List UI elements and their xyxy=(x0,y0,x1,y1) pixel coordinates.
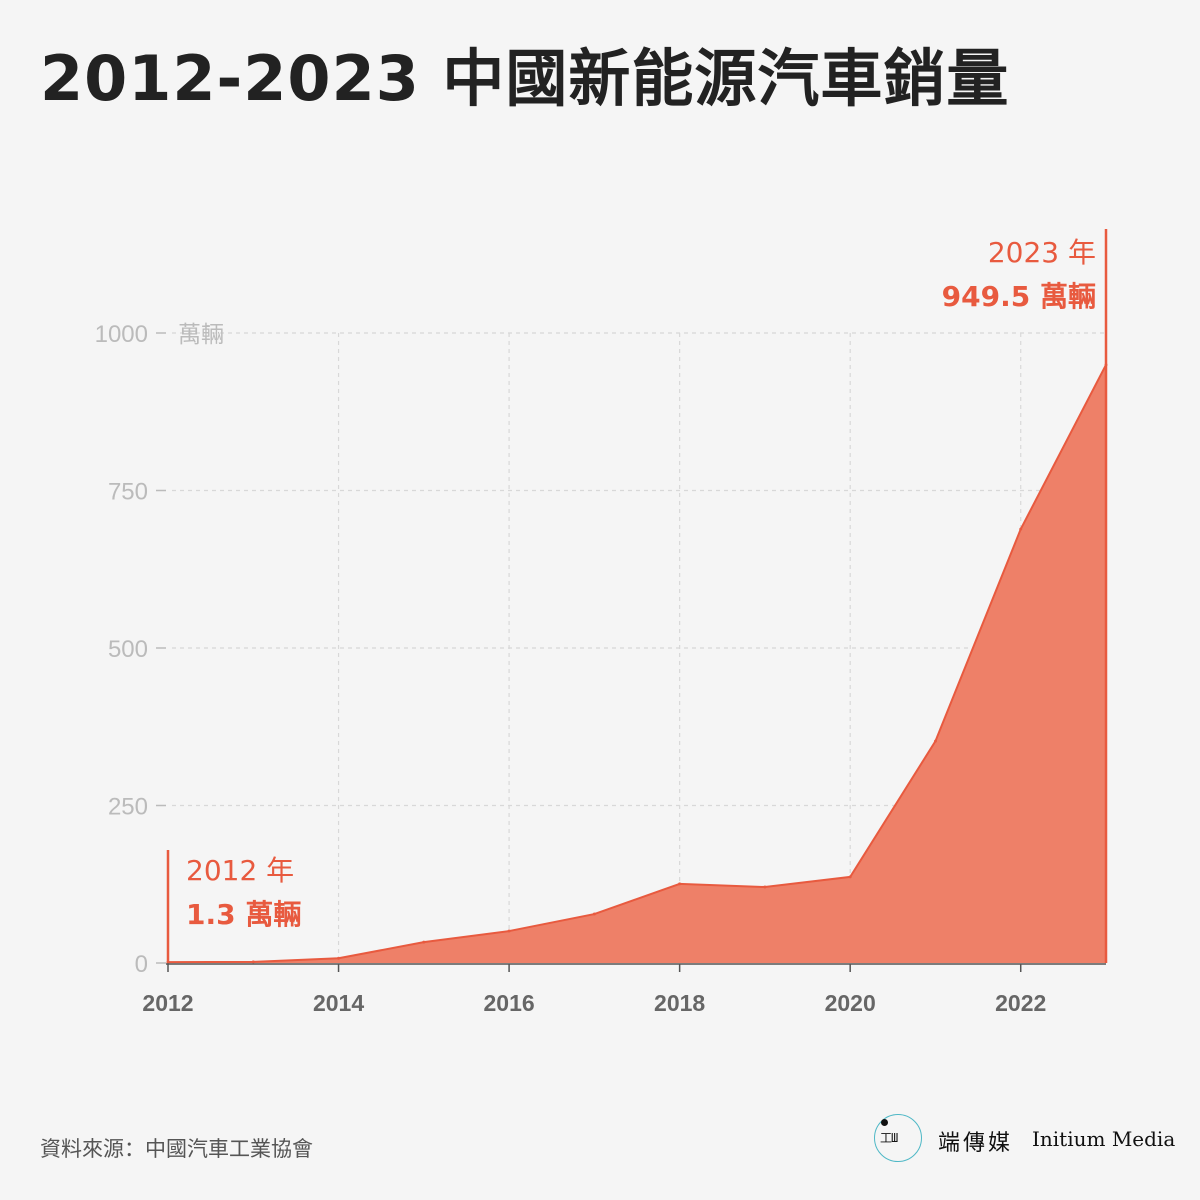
x-tick-label: 2022 xyxy=(995,990,1046,1016)
x-tick-label: 2016 xyxy=(484,990,535,1016)
data-point xyxy=(1019,527,1023,531)
x-tick-label: 2014 xyxy=(313,990,364,1016)
data-point xyxy=(933,739,937,743)
data-point xyxy=(592,912,596,916)
x-tick-label: 2018 xyxy=(654,990,705,1016)
initium-logo-icon: 工Ш xyxy=(874,1114,922,1162)
annotation-year-start: 2012 年 xyxy=(186,854,294,887)
y-tick-label: 0 xyxy=(135,951,148,978)
data-point xyxy=(507,929,511,933)
source-note: 資料來源：中國汽車工業協會 xyxy=(40,1137,313,1161)
area-line xyxy=(167,364,1107,964)
y-tick-label: 750 xyxy=(108,479,148,506)
brand: 工Ш 端傳媒 Initium Media xyxy=(874,1114,1176,1166)
brand-name-cn: 端傳媒 xyxy=(938,1131,1014,1156)
annotation-value-end: 949.5 萬輛 xyxy=(942,280,1096,313)
y-tick-label: 500 xyxy=(108,636,148,663)
data-point xyxy=(763,885,767,889)
annotation-value-start: 1.3 萬輛 xyxy=(186,898,301,931)
data-point xyxy=(848,875,852,879)
x-tick-label: 2012 xyxy=(142,990,193,1016)
data-point xyxy=(251,960,255,964)
x-tick-label: 2020 xyxy=(825,990,876,1016)
brand-name-en: Initium Media xyxy=(1032,1127,1176,1151)
data-point xyxy=(337,956,341,960)
area-fill xyxy=(168,364,1106,963)
page-title: 2012-2023 中國新能源汽車銷量 xyxy=(40,42,1010,115)
data-point xyxy=(678,882,682,886)
annotation-year-end: 2023 年 xyxy=(988,236,1096,269)
y-unit-label: 萬輛 xyxy=(178,322,224,348)
y-tick-label: 250 xyxy=(108,794,148,821)
data-point xyxy=(422,940,426,944)
y-tick-label: 1000 xyxy=(95,321,148,348)
